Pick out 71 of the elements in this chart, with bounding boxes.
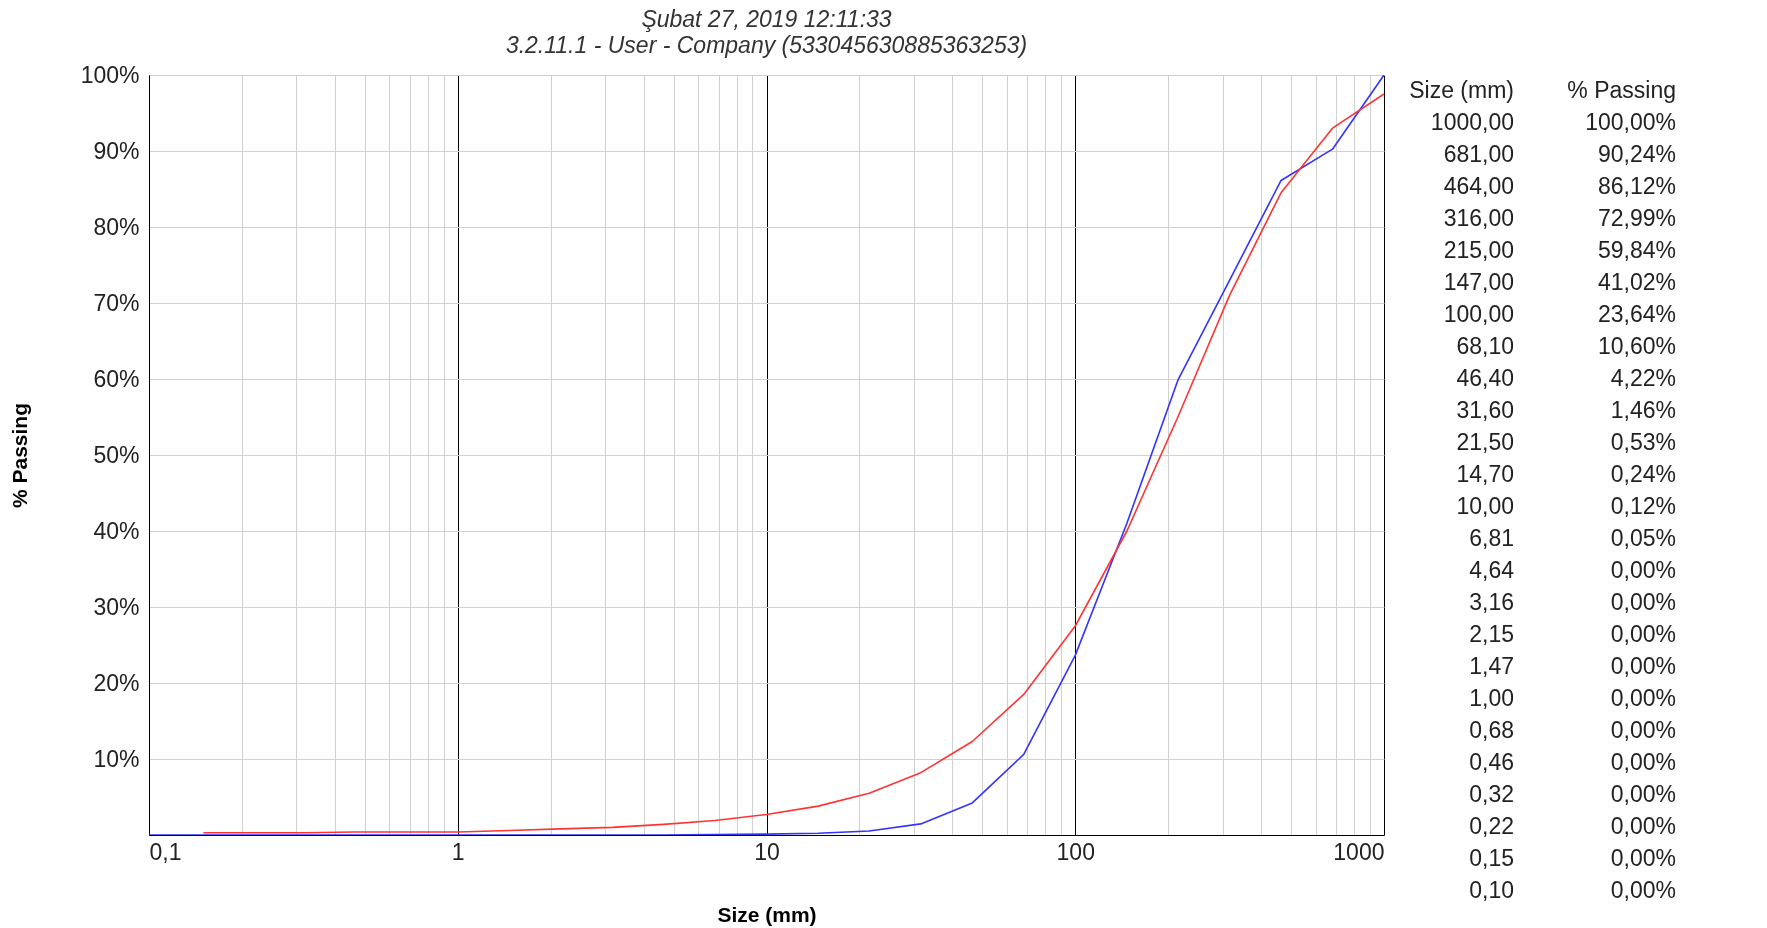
- text: 0,00%: [1610, 813, 1676, 839]
- text: 1,00: [1469, 685, 1514, 711]
- text: 0,15: [1469, 845, 1514, 871]
- y-axis-title: % Passing: [7, 402, 31, 509]
- y-tick-label: 90%: [93, 137, 140, 164]
- text: 10,60%: [1597, 333, 1676, 359]
- chart-title: Şubat 27, 2019 12:11:33: [641, 6, 892, 32]
- text: 23,64%: [1597, 301, 1676, 327]
- text: Size (mm): [1409, 77, 1514, 103]
- text: 100,00: [1443, 301, 1514, 327]
- x-axis-title: Size (mm): [717, 902, 817, 926]
- x-tick-label: 100: [1056, 838, 1095, 865]
- y-tick-label: 40%: [93, 517, 140, 544]
- text: 215,00: [1443, 237, 1514, 263]
- y-tick-label: 10%: [93, 745, 140, 772]
- text: 31,60: [1456, 397, 1514, 423]
- text: 0,24%: [1610, 461, 1676, 487]
- text: % Passing: [1567, 77, 1676, 103]
- text: 68,10: [1456, 333, 1514, 359]
- y-tick-label: 100%: [80, 61, 140, 88]
- text: 464,00: [1443, 173, 1514, 199]
- x-tick-label: 10: [754, 838, 780, 865]
- text: 2,15: [1469, 621, 1514, 647]
- y-tick-label: 80%: [93, 213, 140, 240]
- text: 1,46%: [1610, 397, 1676, 423]
- text: 0,00%: [1610, 589, 1676, 615]
- y-tick-label: 30%: [93, 593, 140, 620]
- y-tick-label: 50%: [93, 441, 140, 468]
- text: 1,47: [1469, 653, 1514, 679]
- text: 6,81: [1469, 525, 1514, 551]
- text: 147,00: [1443, 269, 1514, 295]
- text: 10,00: [1456, 493, 1514, 519]
- text: 0,22: [1469, 813, 1514, 839]
- text: 59,84%: [1597, 237, 1676, 263]
- text: 0,00%: [1610, 653, 1676, 679]
- text: 3,16: [1469, 589, 1514, 615]
- text: 72,99%: [1597, 205, 1676, 231]
- chart-subtitle: 3.2.11.1 - User - Company (533045630885363253): [505, 32, 1028, 58]
- y-tick-label: 60%: [93, 365, 140, 392]
- text: 90,24%: [1597, 141, 1676, 167]
- text: 0,53%: [1610, 429, 1676, 455]
- text: 681,00: [1443, 141, 1514, 167]
- x-tick-label: 1000: [1333, 838, 1385, 865]
- text: 0,00%: [1610, 845, 1676, 871]
- text: 0,12%: [1610, 493, 1676, 519]
- text: 100,00%: [1585, 109, 1676, 135]
- text: 86,12%: [1597, 173, 1676, 199]
- text: 4,22%: [1610, 365, 1676, 391]
- text: 0,00%: [1610, 749, 1676, 775]
- text: 46,40: [1456, 365, 1514, 391]
- text: 0,05%: [1610, 525, 1676, 551]
- text: 0,00%: [1610, 781, 1676, 807]
- text: 0,68: [1469, 717, 1514, 743]
- text: 1000,00: [1430, 109, 1514, 135]
- text: 0,00%: [1610, 877, 1676, 903]
- text: 0,32: [1469, 781, 1514, 807]
- text: 0,46: [1469, 749, 1514, 775]
- text: 4,64: [1469, 557, 1515, 583]
- text: 14,70: [1456, 461, 1514, 487]
- text: 0,00%: [1610, 621, 1676, 647]
- x-tick-label: 1: [451, 838, 465, 865]
- text: 41,02%: [1597, 269, 1676, 295]
- text: 0,00%: [1610, 557, 1676, 583]
- x-tick-label: 0,1: [149, 838, 182, 865]
- text: 0,00%: [1610, 717, 1676, 743]
- text: 0,00%: [1610, 685, 1676, 711]
- text: 21,50: [1456, 429, 1514, 455]
- text: 316,00: [1443, 205, 1514, 231]
- y-tick-label: 20%: [93, 669, 140, 696]
- text: 0,10: [1469, 877, 1514, 903]
- y-tick-label: 70%: [93, 289, 140, 316]
